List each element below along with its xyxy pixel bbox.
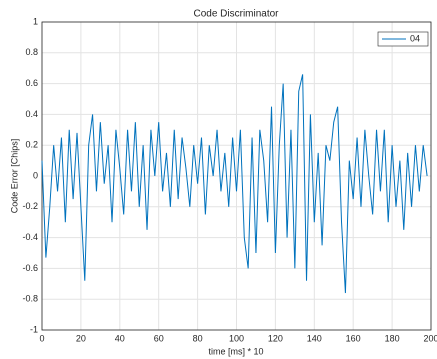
chart-title: Code Discriminator: [193, 9, 279, 20]
y-tick-label: -0.8: [22, 294, 38, 304]
x-tick-label: 80: [193, 333, 203, 343]
plot-frame: [41, 21, 432, 331]
y-axis-label: Code Error [Chips]: [9, 139, 19, 214]
x-tick-label: 100: [229, 333, 244, 343]
y-tick-label: 0: [33, 170, 38, 180]
y-tick-label: 0.4: [25, 109, 38, 119]
legend-label: 04: [410, 33, 420, 43]
y-tick-label: -1: [30, 324, 38, 334]
x-tick-label: 40: [115, 333, 125, 343]
x-tick-label: 200: [423, 333, 437, 343]
x-tick-label: 20: [76, 333, 86, 343]
y-tick-label: 0.2: [25, 140, 38, 150]
x-tick-label: 180: [385, 333, 400, 343]
x-tick-label: 60: [154, 333, 164, 343]
x-tick-label: 0: [39, 333, 44, 343]
y-tick-label: -0.2: [22, 201, 38, 211]
x-tick-label: 120: [268, 333, 283, 343]
x-tick-label: 140: [307, 333, 322, 343]
y-tick-label: 1: [33, 16, 38, 26]
y-tick-label: 0.6: [25, 78, 38, 88]
y-tick-label: -0.4: [22, 232, 38, 242]
series-line: [41, 74, 428, 294]
y-tick-label: -0.6: [22, 263, 38, 273]
x-axis-label: time [ms] * 10: [208, 346, 263, 356]
x-tick-label: 160: [346, 333, 361, 343]
y-tick-label: 0.8: [25, 47, 38, 57]
